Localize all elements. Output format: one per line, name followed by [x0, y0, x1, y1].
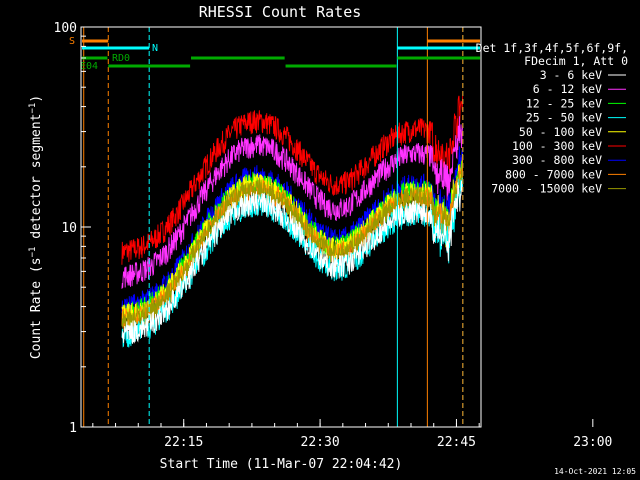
legend-label: 25 - 50 keV: [526, 111, 602, 125]
legend-label: 6 - 12 keV: [533, 82, 602, 96]
legend-label: 50 - 100 keV: [519, 125, 602, 139]
y-axis-title: Count Rate (s−1 detector segment−1): [28, 95, 44, 359]
flag-label: E04: [80, 61, 98, 72]
series-line: [121, 116, 464, 289]
y-axis: 1 10 100: [54, 21, 91, 436]
y-axis-title-part: ): [29, 95, 44, 103]
y-tick-label: 10: [61, 221, 77, 236]
plot-frame: [80, 26, 482, 428]
y-axis-title-part: detector segment: [29, 114, 44, 247]
x-tick-label: 23:00: [573, 435, 612, 450]
timestamp: 14-Oct-2021 12:05: [554, 467, 636, 476]
y-tick-label: 100: [54, 21, 77, 36]
y-axis-title-part: Count Rate (s: [29, 257, 44, 359]
legend-label: 300 - 800 keV: [512, 153, 602, 167]
flag-label: N: [152, 43, 158, 54]
plot-area: S N RD0 E04: [69, 27, 481, 427]
chart-title: RHESSI Count Rates: [199, 3, 362, 21]
y-tick-label: 1: [69, 421, 77, 436]
flag-label: S: [69, 36, 75, 47]
legend-header-line: FDecim 1, Att 0: [524, 54, 628, 68]
flag-label: RD0: [112, 53, 130, 64]
x-tick-label: 22:15: [164, 435, 203, 450]
series-line: [121, 95, 464, 265]
y-axis-title-superscript: −1: [28, 103, 38, 114]
y-axis-title-superscript: −1: [28, 247, 38, 258]
legend-label: 100 - 300 keV: [512, 139, 602, 153]
x-tick-label: 22:30: [301, 435, 340, 450]
legend-header-line: Det 1f,3f,4f,5f,6f,9f,: [476, 41, 628, 55]
series-line: [121, 180, 464, 344]
x-axis-title: Start Time (11-Mar-07 22:04:42): [160, 457, 403, 472]
legend-label: 3 - 6 keV: [540, 68, 602, 82]
legend-label: 12 - 25 keV: [526, 96, 602, 110]
legend-label: 7000 - 15000 keV: [491, 182, 602, 196]
series-line: [121, 169, 463, 332]
legend-label: 800 - 7000 keV: [505, 167, 602, 181]
x-tick-label: 22:45: [437, 435, 476, 450]
